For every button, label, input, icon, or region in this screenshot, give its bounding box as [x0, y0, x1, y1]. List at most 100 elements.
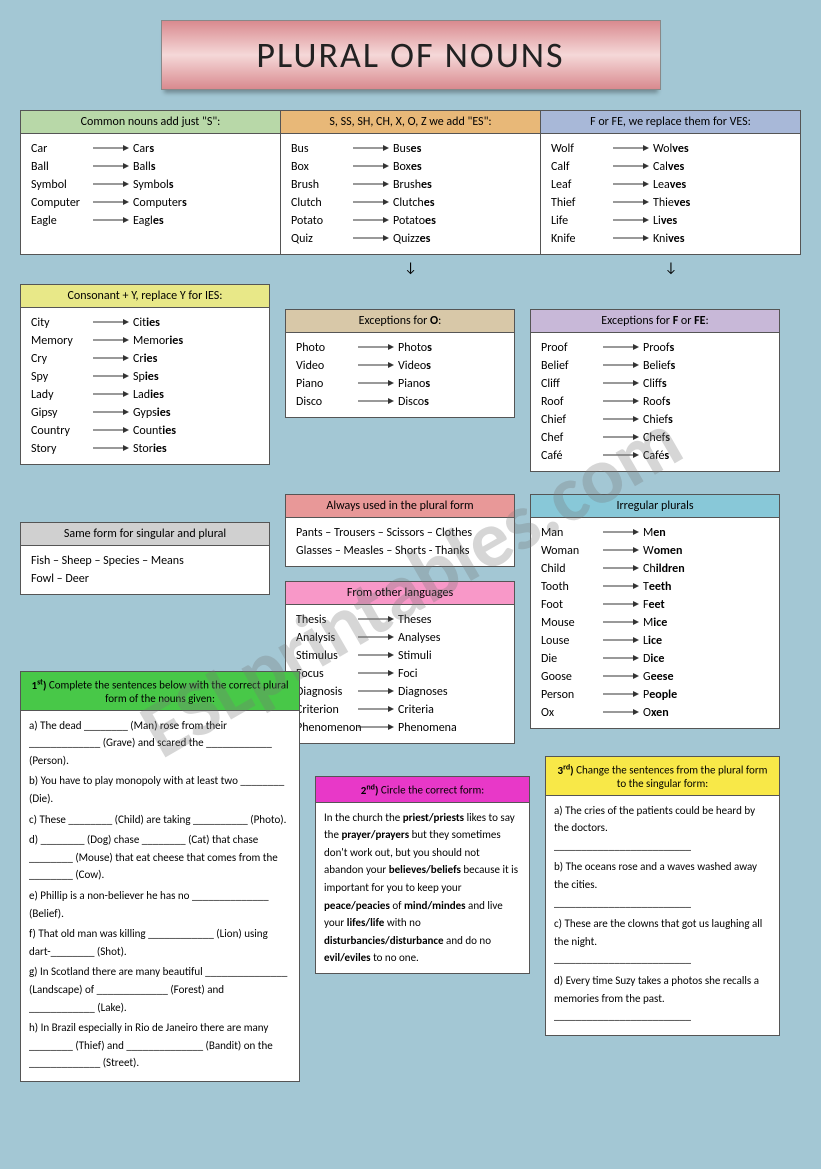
plural: Brushes [393, 176, 530, 194]
arrow-icon [603, 704, 643, 722]
exercise-item: f) That old man was killing ____________… [29, 925, 291, 960]
singular: Bus [291, 140, 353, 158]
singular: Story [31, 440, 93, 458]
plural: Quizzes [393, 230, 530, 248]
plural: Balls [133, 158, 270, 176]
arrow-icon [93, 350, 133, 368]
singular: Goose [541, 668, 603, 686]
box-body: ThesisThesesAnalysisAnalysesStimulusStim… [286, 605, 514, 743]
singular: Wolf [551, 140, 613, 158]
rule-box: S, SS, SH, CH, X, O, Z we add "ES":BusBu… [280, 110, 540, 255]
plural: Phenomena [398, 719, 504, 737]
word-pair: FootFeet [541, 596, 769, 614]
box-header: Common nouns add just "S": [21, 111, 280, 134]
arrow-icon [358, 647, 398, 665]
singular: Clutch [291, 194, 353, 212]
word-pair: MouseMice [541, 614, 769, 632]
box-header: Exceptions for O: [286, 310, 514, 333]
plural: Computers [133, 194, 270, 212]
plural: Stimuli [398, 647, 504, 665]
word-pair: Wolf Wolves [551, 140, 790, 158]
singular: Tooth [541, 578, 603, 596]
word-pair: ChiefChiefs [541, 411, 769, 429]
ex-body: a) The dead ________ (Man) rose from the… [21, 711, 299, 1081]
exercise-item: c) These are the clowns that got us laug… [554, 915, 771, 968]
arrow-icon [358, 683, 398, 701]
arrow-icon [93, 368, 133, 386]
arrow-icon [603, 578, 643, 596]
arrow-down: ↓ [280, 259, 540, 276]
arrow-icon [358, 719, 398, 737]
word-pair: QuizQuizzes [291, 230, 530, 248]
mid-col: Always used in the plural form Pants – T… [285, 494, 515, 756]
word-pair: Box Boxes [291, 158, 530, 176]
singular: Ox [541, 704, 603, 722]
singular: Symbol [31, 176, 93, 194]
arrow-icon [603, 357, 643, 375]
arrow-down: ↓ [541, 259, 801, 276]
plural: Wolves [653, 140, 790, 158]
word-pair: LadyLadies [31, 386, 259, 404]
word-pair: BrushBrushes [291, 176, 530, 194]
box-body: ProofProofsBeliefBeliefsCliffCliffsRoofR… [531, 333, 779, 471]
arrow-icon [603, 411, 643, 429]
right-col: Irregular plurals ManMenWomanWomenChildC… [530, 494, 780, 741]
singular: Diagnosis [296, 683, 358, 701]
singular: Belief [541, 357, 603, 375]
box-body: PhotoPhotosVideoVideosPianoPianosDiscoDi… [286, 333, 514, 417]
arrow-icon [603, 375, 643, 393]
plural: Ladies [133, 386, 259, 404]
singular: Chief [541, 411, 603, 429]
arrow-icon [93, 332, 133, 350]
singular: Country [31, 422, 93, 440]
arrow-icon [603, 614, 643, 632]
singular: Leaf [551, 176, 613, 194]
arrow-icon [358, 701, 398, 719]
box-header: Exceptions for F or FE: [531, 310, 779, 333]
ex-header: 2nd) Circle the correct form: [316, 777, 529, 803]
plural: Videos [398, 357, 504, 375]
plural: Symbols [133, 176, 270, 194]
plural: Potatoes [393, 212, 530, 230]
exercise-item: a) The dead ________ (Man) rose from the… [29, 717, 291, 770]
singular: Spy [31, 368, 93, 386]
plural: Eagles [133, 212, 270, 230]
word-pair: CliffCliffs [541, 375, 769, 393]
plural: Cars [133, 140, 270, 158]
word-pair: BusBuses [291, 140, 530, 158]
word-pair: ProofProofs [541, 339, 769, 357]
arrow-icon [603, 447, 643, 465]
arrow-icon [613, 212, 653, 230]
singular: Computer [31, 194, 93, 212]
word-pair: LifeLives [551, 212, 790, 230]
arrow-icon [358, 629, 398, 647]
ex-header: 1st) Complete the sentences below with t… [21, 672, 299, 711]
word-pair: DiscoDiscos [296, 393, 504, 411]
word-pair: ToothTeeth [541, 578, 769, 596]
plural: Geese [643, 668, 769, 686]
plural: Leaves [653, 176, 790, 194]
except-o-box: Exceptions for O: PhotoPhotosVideoVideos… [285, 309, 515, 418]
word-pair: CarCars [31, 140, 270, 158]
singular: Proof [541, 339, 603, 357]
singular: Eagle [31, 212, 93, 230]
plural: Oxen [643, 704, 769, 722]
exercise-1: 1st) Complete the sentences below with t… [20, 671, 300, 1082]
singular: City [31, 314, 93, 332]
plural: Boxes [393, 158, 530, 176]
arrow-icon [603, 632, 643, 650]
plural: Spies [133, 368, 259, 386]
box-header: Irregular plurals [531, 495, 779, 518]
other-lang-box: From other languages ThesisThesesAnalysi… [285, 581, 515, 744]
word-pair: Goose Geese [541, 668, 769, 686]
connector-row: ↓ ↓ [20, 255, 801, 280]
arrow-icon [93, 386, 133, 404]
word-pair: Computer Computers [31, 194, 270, 212]
box-body: CityCitiesMemoryMemoriesCryCriesSpySpies… [21, 308, 269, 464]
word-pair: CriterionCriteria [296, 701, 504, 719]
plural: Stories [133, 440, 259, 458]
singular: Box [291, 158, 353, 176]
exercise-item: b) The oceans rose and a waves washed aw… [554, 858, 771, 911]
irregular-box: Irregular plurals ManMenWomanWomenChildC… [530, 494, 780, 729]
word-pair: AnalysisAnalyses [296, 629, 504, 647]
